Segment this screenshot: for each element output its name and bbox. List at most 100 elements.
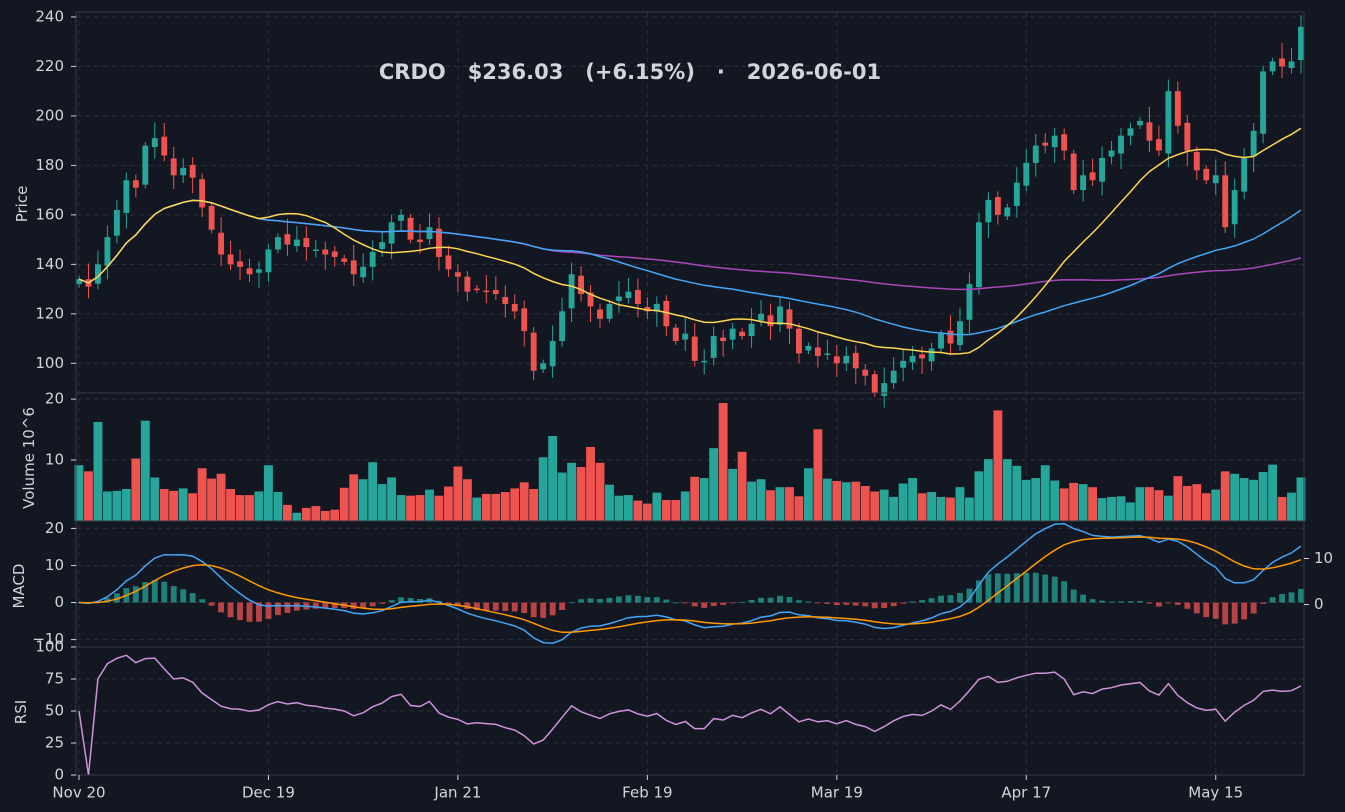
- volume-bar: [1163, 495, 1174, 522]
- candle-body: [1013, 182, 1020, 206]
- candle-body: [862, 369, 869, 376]
- candle-body: [994, 197, 1001, 215]
- volume-bar: [528, 488, 539, 522]
- macd-histogram-bar: [1023, 572, 1030, 603]
- volume-bar: [964, 496, 975, 522]
- volume-bar: [784, 486, 795, 522]
- candle-body: [417, 239, 423, 243]
- macd-axis-label: MACD: [10, 564, 28, 609]
- volume-bar: [1286, 492, 1297, 522]
- volume-bar: [831, 480, 842, 522]
- price-candles: [76, 15, 1304, 408]
- volume-bar: [140, 420, 151, 522]
- sma20-line: [78, 127, 1302, 355]
- candle-body: [957, 321, 963, 346]
- volume-bar: [547, 435, 558, 522]
- macd-histogram-bar: [739, 601, 746, 603]
- candle-body: [559, 311, 566, 342]
- candle-body: [691, 336, 698, 361]
- candle-body: [644, 306, 651, 312]
- candle-body: [597, 309, 603, 319]
- volume-bar: [1011, 465, 1022, 522]
- macd-histogram-bar: [701, 602, 708, 608]
- candle-body: [1099, 157, 1106, 182]
- price-tick-label: 160: [35, 205, 64, 223]
- volume-bar: [509, 487, 520, 522]
- candle-body: [1070, 153, 1077, 191]
- volume-bar: [424, 489, 435, 522]
- candle-body: [132, 180, 139, 188]
- candle-body: [1004, 207, 1011, 217]
- volume-bar: [538, 456, 549, 522]
- volume-bar: [585, 446, 596, 522]
- x-tick-label: Mar 19: [811, 784, 863, 802]
- volume-bar: [168, 490, 179, 522]
- candle-body: [606, 303, 613, 319]
- macd-line: [78, 522, 1302, 644]
- macd-histogram-bar: [492, 602, 499, 611]
- volume-bar: [178, 487, 189, 522]
- candle-body: [1032, 145, 1039, 163]
- volume-bar: [291, 512, 302, 522]
- candle-body: [881, 383, 888, 396]
- macd-histogram-bar: [1288, 592, 1295, 603]
- candle-body: [748, 323, 755, 337]
- macd-histogram-bar: [227, 602, 234, 618]
- volume-bar: [557, 471, 568, 522]
- candle-body: [379, 242, 386, 250]
- candle-body: [871, 374, 878, 393]
- macd-histogram-bar: [653, 597, 660, 603]
- candle-body: [237, 261, 243, 267]
- macd-histogram-bar: [1174, 602, 1181, 605]
- candle-body: [180, 167, 187, 176]
- macd-histogram-bar: [805, 601, 812, 603]
- volume-bar: [888, 496, 899, 522]
- volume-bar: [803, 467, 814, 522]
- candle-body: [246, 268, 253, 275]
- candle-body: [360, 266, 367, 278]
- volume-bar: [983, 458, 994, 522]
- volume-bar: [1210, 489, 1221, 522]
- candle-body: [1260, 71, 1267, 134]
- price-tick-label: 200: [35, 106, 64, 124]
- candle-body: [265, 249, 272, 273]
- macd-histogram-bar: [814, 602, 821, 604]
- volume-bar: [253, 490, 265, 522]
- macd-tick-label: 10: [45, 556, 64, 574]
- rsi-tick-label: 100: [35, 638, 64, 656]
- candle-body: [151, 138, 158, 148]
- macd-tick-label: 0: [54, 593, 64, 611]
- candle-body: [616, 296, 622, 301]
- price-tick-label: 120: [35, 304, 64, 322]
- candle-body: [189, 164, 196, 178]
- candle-body: [398, 214, 405, 221]
- candle-body: [1250, 130, 1257, 157]
- candle-body: [729, 328, 736, 340]
- candle-body: [1279, 58, 1285, 67]
- volume-bar: [187, 492, 198, 522]
- macd-histogram-bar: [710, 602, 717, 607]
- rsi-line: [78, 654, 1302, 776]
- volume-bar: [1059, 487, 1070, 522]
- volume-bar: [310, 505, 321, 522]
- candle-body: [1127, 128, 1134, 136]
- macd-histogram-bar: [1146, 602, 1153, 604]
- candle-body: [1089, 172, 1096, 181]
- volume-bar: [1134, 486, 1145, 522]
- macd-histogram-bar: [729, 602, 736, 604]
- volume-tick-label: 10: [45, 451, 64, 469]
- volume-bar: [83, 470, 94, 522]
- candle-body: [672, 327, 679, 342]
- candle-body: [1155, 139, 1162, 151]
- volume-bar: [329, 509, 340, 522]
- macd-histogram-bar: [170, 586, 177, 603]
- macd-histogram-bar: [369, 602, 376, 607]
- candle-body: [407, 217, 414, 240]
- macd-histogram-bar: [1203, 602, 1210, 618]
- volume-bar: [812, 428, 823, 522]
- volume-bar: [850, 481, 861, 522]
- macd-histogram-bar: [1298, 588, 1304, 603]
- macd-histogram-bar: [578, 599, 584, 603]
- volume-tick-label: 20: [45, 390, 64, 408]
- volume-bar: [244, 494, 255, 522]
